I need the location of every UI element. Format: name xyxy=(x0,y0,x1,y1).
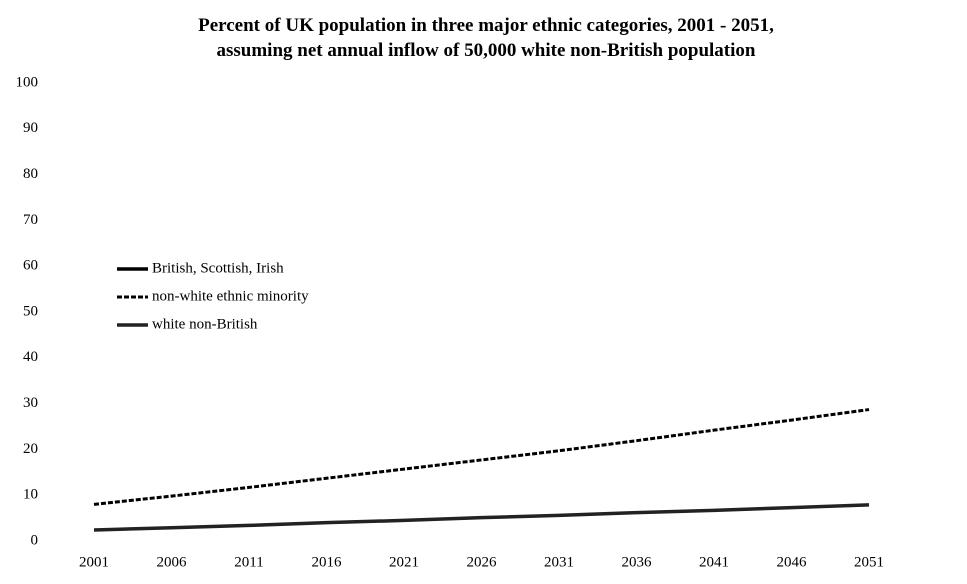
x-tick-label: 2026 xyxy=(467,554,498,570)
y-tick-label: 80 xyxy=(23,166,38,182)
series-line xyxy=(93,408,870,506)
y-tick-label: 60 xyxy=(23,258,38,274)
y-tick-label: 100 xyxy=(16,74,39,90)
y-tick-label: 40 xyxy=(23,349,38,365)
x-tick-label: 2001 xyxy=(79,554,109,570)
y-tick-label: 10 xyxy=(23,487,38,503)
y-tick-label: 0 xyxy=(31,532,39,548)
x-tick-label: 2021 xyxy=(389,554,419,570)
x-tick-label: 2036 xyxy=(622,554,653,570)
series-line xyxy=(93,503,870,532)
x-tick-label: 2051 xyxy=(854,554,884,570)
x-tick-label: 2006 xyxy=(157,554,188,570)
x-tick-label: 2041 xyxy=(699,554,729,570)
x-tick-label: 2046 xyxy=(777,554,808,570)
legend-label: non-white ethnic minority xyxy=(152,288,309,304)
y-tick-label: 90 xyxy=(23,120,38,136)
y-tick-label: 20 xyxy=(23,441,38,457)
y-tick-label: 30 xyxy=(23,395,38,411)
y-tick-label: 70 xyxy=(23,212,38,228)
y-tick-label: 50 xyxy=(23,303,38,319)
x-tick-label: 2031 xyxy=(544,554,574,570)
x-tick-label: 2016 xyxy=(312,554,343,570)
x-tick-label: 2011 xyxy=(234,554,263,570)
chart-title: Percent of UK population in three major … xyxy=(198,15,774,61)
legend-label: white non-British xyxy=(152,316,258,332)
legend-label: British, Scottish, Irish xyxy=(152,260,284,276)
